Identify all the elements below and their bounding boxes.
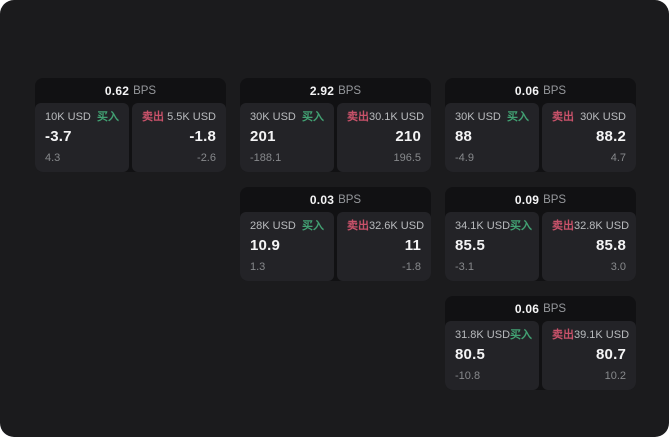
buy-panel[interactable]: 34.1K USD 买入 85.5 -3.1	[445, 212, 539, 281]
sell-amount: 39.1K USD	[574, 329, 630, 341]
buy-label: 买入	[510, 220, 533, 232]
buy-amount: 30K USD	[455, 111, 501, 123]
sell-sub-value: 3.0	[610, 261, 626, 273]
buy-label: 买入	[510, 329, 533, 341]
sell-amount: 32.6K USD	[369, 220, 425, 232]
buy-sell-panels: 34.1K USD 买入 85.5 -3.1 卖出 32.8K USD 85.8…	[445, 212, 636, 281]
quote-card: 0.09 BPS 34.1K USD 买入 85.5 -3.1 卖出	[445, 187, 636, 281]
buy-label: 买入	[302, 220, 324, 232]
sell-panel[interactable]: 卖出 30K USD 88.2 4.7	[542, 103, 636, 172]
buy-value: 10.9	[250, 237, 280, 254]
buy-panel[interactable]: 31.8K USD 买入 80.5 -10.8	[445, 321, 539, 390]
buy-panel[interactable]: 30K USD 买入 88 -4.9	[445, 103, 539, 172]
buy-sub-value: -10.8	[455, 370, 481, 382]
bps-unit-label: BPS	[543, 84, 567, 97]
bps-value: 0.06	[514, 83, 540, 98]
bps-unit-label: BPS	[338, 193, 362, 206]
sell-label: 卖出	[347, 111, 369, 123]
sell-amount: 30K USD	[580, 111, 626, 123]
buy-sub-value: -4.9	[455, 152, 474, 164]
buy-amount: 10K USD	[45, 111, 91, 123]
bps-header: 0.06 BPS	[445, 78, 636, 103]
buy-value: 80.5	[455, 346, 485, 363]
buy-sub-value: -3.1	[455, 261, 474, 273]
sell-panel[interactable]: 卖出 30.1K USD 210 196.5	[337, 103, 431, 172]
sell-value: 85.8	[596, 237, 626, 254]
buy-sell-panels: 10K USD 买入 -3.7 4.3 卖出 5.5K USD -1.8 -2.…	[35, 103, 226, 172]
sell-label: 卖出	[552, 111, 574, 123]
sell-sub-value: -2.6	[197, 152, 216, 164]
bps-value: 0.62	[104, 83, 130, 98]
sell-panel[interactable]: 卖出 5.5K USD -1.8 -2.6	[132, 103, 226, 172]
sell-panel[interactable]: 卖出 32.6K USD 11 -1.8	[337, 212, 431, 281]
buy-panel[interactable]: 30K USD 买入 201 -188.1	[240, 103, 334, 172]
buy-sell-panels: 28K USD 买入 10.9 1.3 卖出 32.6K USD 11 -1.8	[240, 212, 431, 281]
sell-sub-value: -1.8	[402, 261, 421, 273]
quote-card-grid: 0.62 BPS 10K USD 买入 -3.7 4.3 卖出	[35, 78, 636, 390]
sell-value: 210	[395, 128, 421, 145]
buy-sub-value: 1.3	[250, 261, 266, 273]
buy-value: 88	[455, 128, 473, 145]
buy-sell-panels: 30K USD 买入 88 -4.9 卖出 30K USD 88.2 4.7	[445, 103, 636, 172]
sell-sub-value: 196.5	[393, 152, 421, 164]
buy-amount: 30K USD	[250, 111, 296, 123]
sell-panel[interactable]: 卖出 32.8K USD 85.8 3.0	[542, 212, 636, 281]
sell-panel[interactable]: 卖出 39.1K USD 80.7 10.2	[542, 321, 636, 390]
bps-header: 2.92 BPS	[240, 78, 431, 103]
buy-sub-value: 4.3	[45, 152, 61, 164]
sell-value: 88.2	[596, 128, 626, 145]
sell-label: 卖出	[552, 329, 574, 341]
buy-sell-panels: 31.8K USD 买入 80.5 -10.8 卖出 39.1K USD 80.…	[445, 321, 636, 390]
buy-amount: 28K USD	[250, 220, 296, 232]
quote-card: 0.06 BPS 30K USD 买入 88 -4.9 卖出	[445, 78, 636, 172]
buy-sub-value: -188.1	[250, 152, 282, 164]
buy-value: 85.5	[455, 237, 485, 254]
bps-header: 0.03 BPS	[240, 187, 431, 212]
bps-value: 0.03	[309, 192, 335, 207]
quote-card: 0.62 BPS 10K USD 买入 -3.7 4.3 卖出	[35, 78, 226, 172]
buy-value: -3.7	[45, 128, 72, 145]
bps-header: 0.62 BPS	[35, 78, 226, 103]
buy-label: 买入	[302, 111, 324, 123]
sell-label: 卖出	[552, 220, 574, 232]
bps-value: 0.09	[514, 192, 540, 207]
bps-unit-label: BPS	[543, 193, 567, 206]
bps-header: 0.09 BPS	[445, 187, 636, 212]
sell-value: 11	[404, 237, 421, 254]
bps-header: 0.06 BPS	[445, 296, 636, 321]
buy-panel[interactable]: 28K USD 买入 10.9 1.3	[240, 212, 334, 281]
buy-amount: 34.1K USD	[455, 220, 511, 232]
bps-value: 0.06	[514, 301, 540, 316]
sell-label: 卖出	[347, 220, 369, 232]
quote-card: 0.06 BPS 31.8K USD 买入 80.5 -10.8 卖	[445, 296, 636, 390]
sell-value: -1.8	[189, 128, 216, 145]
sell-sub-value: 10.2	[604, 370, 626, 382]
sell-label: 卖出	[142, 111, 164, 123]
sell-value: 80.7	[596, 346, 626, 363]
bps-unit-label: BPS	[338, 84, 362, 97]
bps-unit-label: BPS	[543, 302, 567, 315]
sell-amount: 5.5K USD	[167, 111, 216, 123]
bps-unit-label: BPS	[133, 84, 157, 97]
sell-sub-value: 4.7	[610, 152, 626, 164]
buy-value: 201	[250, 128, 276, 145]
quote-card: 2.92 BPS 30K USD 买入 201 -188.1 卖出	[240, 78, 431, 172]
buy-amount: 31.8K USD	[455, 329, 511, 341]
quote-card: 0.03 BPS 28K USD 买入 10.9 1.3 卖出	[240, 187, 431, 281]
buy-label: 买入	[507, 111, 529, 123]
buy-sell-panels: 30K USD 买入 201 -188.1 卖出 30.1K USD 210 1…	[240, 103, 431, 172]
sell-amount: 32.8K USD	[574, 220, 630, 232]
bps-value: 2.92	[309, 83, 335, 98]
buy-label: 买入	[97, 111, 119, 123]
sell-amount: 30.1K USD	[369, 111, 425, 123]
buy-panel[interactable]: 10K USD 买入 -3.7 4.3	[35, 103, 129, 172]
